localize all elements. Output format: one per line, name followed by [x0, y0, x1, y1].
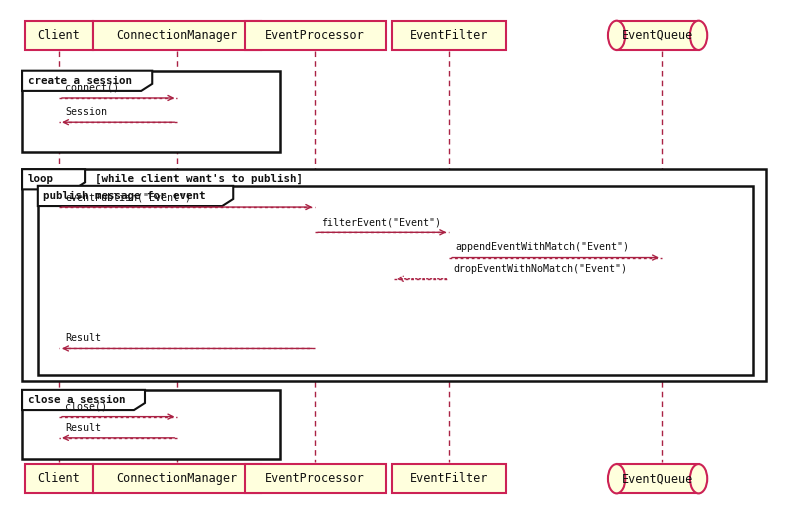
Polygon shape: [38, 186, 233, 206]
Polygon shape: [22, 390, 145, 410]
Bar: [616, 21, 698, 50]
Text: loop: loop: [28, 174, 54, 184]
Text: connect(): connect(): [65, 83, 120, 93]
Polygon shape: [22, 169, 85, 189]
Text: publish message for event: publish message for event: [43, 191, 206, 201]
Ellipse shape: [608, 464, 626, 493]
Bar: [22, 169, 766, 381]
Ellipse shape: [608, 21, 626, 50]
Text: ConnectionManager: ConnectionManager: [117, 29, 238, 42]
Bar: [22, 71, 280, 152]
Text: EventProcessor: EventProcessor: [266, 29, 365, 42]
Text: EventQueue: EventQueue: [622, 472, 693, 485]
Text: EventFilter: EventFilter: [410, 29, 489, 42]
Bar: [616, 464, 698, 493]
Ellipse shape: [690, 21, 708, 50]
Text: ConnectionManager: ConnectionManager: [117, 472, 238, 485]
Text: close a session: close a session: [28, 395, 125, 405]
FancyBboxPatch shape: [93, 21, 262, 50]
Text: filterEvent("Event"): filterEvent("Event"): [322, 217, 441, 227]
Text: [while client want's to publish]: [while client want's to publish]: [95, 174, 303, 184]
Text: Session: Session: [65, 107, 107, 117]
Text: Result: Result: [65, 423, 102, 433]
Text: EventQueue: EventQueue: [622, 29, 693, 42]
FancyBboxPatch shape: [244, 21, 385, 50]
Text: EventFilter: EventFilter: [410, 472, 489, 485]
FancyBboxPatch shape: [392, 464, 506, 493]
Text: Result: Result: [65, 333, 102, 343]
Text: create a session: create a session: [28, 76, 132, 86]
Bar: [22, 71, 280, 152]
Text: EventProcessor: EventProcessor: [266, 472, 365, 485]
Bar: [38, 186, 753, 375]
Bar: [22, 390, 280, 459]
Text: close(): close(): [65, 401, 107, 412]
Text: Client: Client: [38, 472, 80, 485]
FancyBboxPatch shape: [392, 21, 506, 50]
Bar: [38, 186, 753, 375]
FancyBboxPatch shape: [93, 464, 262, 493]
FancyBboxPatch shape: [244, 464, 385, 493]
Text: eventPublish("Event"): eventPublish("Event"): [65, 192, 191, 202]
Bar: [22, 390, 280, 459]
FancyBboxPatch shape: [24, 464, 93, 493]
FancyBboxPatch shape: [24, 21, 93, 50]
Bar: [22, 169, 766, 381]
Text: dropEventWithNoMatch("Event"): dropEventWithNoMatch("Event"): [453, 264, 627, 274]
Text: Client: Client: [38, 29, 80, 42]
Text: appendEventWithMatch("Event"): appendEventWithMatch("Event"): [455, 242, 630, 252]
Polygon shape: [22, 71, 152, 91]
Ellipse shape: [690, 464, 708, 493]
